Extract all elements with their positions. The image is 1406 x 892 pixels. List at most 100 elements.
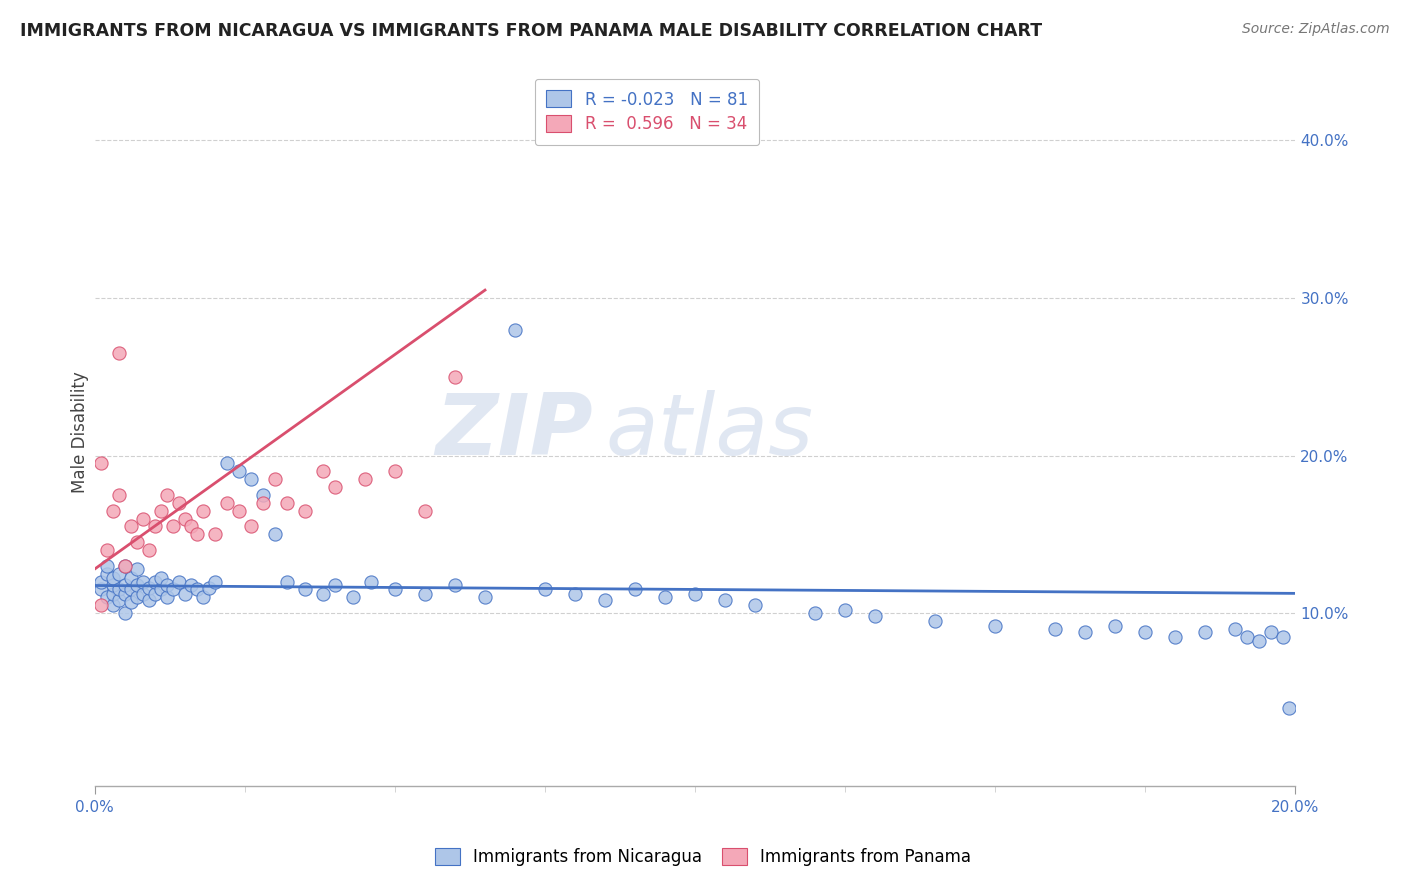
Point xyxy=(143,574,166,589)
Point xyxy=(239,472,262,486)
Point xyxy=(162,519,184,533)
Point xyxy=(834,603,856,617)
Point xyxy=(294,504,316,518)
Point xyxy=(114,558,136,573)
Point xyxy=(276,574,298,589)
Point xyxy=(312,587,335,601)
Point xyxy=(323,480,346,494)
Point xyxy=(276,496,298,510)
Point xyxy=(138,581,160,595)
Point xyxy=(360,574,382,589)
Point xyxy=(534,582,557,597)
Point xyxy=(413,504,436,518)
Legend: R = -0.023   N = 81, R =  0.596   N = 34: R = -0.023 N = 81, R = 0.596 N = 34 xyxy=(534,78,759,145)
Point xyxy=(654,591,676,605)
Point xyxy=(413,587,436,601)
Point xyxy=(228,464,250,478)
Text: IMMIGRANTS FROM NICARAGUA VS IMMIGRANTS FROM PANAMA MALE DISABILITY CORRELATION : IMMIGRANTS FROM NICARAGUA VS IMMIGRANTS … xyxy=(20,22,1042,40)
Point xyxy=(90,582,112,597)
Point xyxy=(108,346,131,360)
Point xyxy=(143,587,166,601)
Point xyxy=(90,598,112,612)
Point xyxy=(108,488,131,502)
Point xyxy=(108,593,131,607)
Point xyxy=(342,591,364,605)
Point xyxy=(101,598,124,612)
Text: atlas: atlas xyxy=(605,391,813,474)
Point xyxy=(138,593,160,607)
Point xyxy=(120,571,142,585)
Point xyxy=(198,581,221,595)
Point xyxy=(138,543,160,558)
Point xyxy=(114,578,136,592)
Point xyxy=(683,587,706,601)
Point xyxy=(149,504,172,518)
Point xyxy=(125,591,148,605)
Point xyxy=(191,504,214,518)
Point xyxy=(156,488,179,502)
Point xyxy=(180,519,202,533)
Point xyxy=(354,472,377,486)
Point xyxy=(120,582,142,597)
Point xyxy=(125,578,148,592)
Point xyxy=(114,558,136,573)
Point xyxy=(1045,622,1067,636)
Point xyxy=(474,591,496,605)
Point xyxy=(96,543,118,558)
Point xyxy=(132,587,155,601)
Point xyxy=(1194,624,1216,639)
Point xyxy=(264,527,287,541)
Point xyxy=(156,591,179,605)
Point xyxy=(252,488,274,502)
Point xyxy=(312,464,335,478)
Point xyxy=(180,578,202,592)
Point xyxy=(228,504,250,518)
Point xyxy=(143,519,166,533)
Point xyxy=(191,591,214,605)
Point xyxy=(624,582,647,597)
Point xyxy=(1135,624,1157,639)
Point xyxy=(149,571,172,585)
Point xyxy=(384,582,406,597)
Legend: Immigrants from Nicaragua, Immigrants from Panama: Immigrants from Nicaragua, Immigrants fr… xyxy=(422,834,984,880)
Point xyxy=(120,595,142,609)
Point xyxy=(294,582,316,597)
Point xyxy=(984,618,1007,632)
Point xyxy=(1164,630,1187,644)
Point xyxy=(1249,634,1271,648)
Point xyxy=(186,527,208,541)
Point xyxy=(1074,624,1097,639)
Point xyxy=(162,582,184,597)
Text: ZIP: ZIP xyxy=(436,391,593,474)
Point xyxy=(714,593,737,607)
Point xyxy=(101,571,124,585)
Point xyxy=(444,369,467,384)
Point xyxy=(239,519,262,533)
Point xyxy=(156,578,179,592)
Point xyxy=(215,496,238,510)
Point xyxy=(167,574,190,589)
Point xyxy=(1236,630,1258,644)
Point xyxy=(1272,630,1295,644)
Point xyxy=(132,574,155,589)
Point xyxy=(384,464,406,478)
Point xyxy=(1104,618,1126,632)
Point xyxy=(186,582,208,597)
Point xyxy=(204,527,226,541)
Point xyxy=(96,591,118,605)
Point xyxy=(101,587,124,601)
Point xyxy=(804,606,827,620)
Text: Source: ZipAtlas.com: Source: ZipAtlas.com xyxy=(1241,22,1389,37)
Point xyxy=(863,609,886,624)
Point xyxy=(593,593,616,607)
Point xyxy=(90,574,112,589)
Point xyxy=(1260,624,1282,639)
Point xyxy=(114,606,136,620)
Point xyxy=(173,511,195,525)
Point xyxy=(125,562,148,576)
Point xyxy=(1278,700,1301,714)
Point xyxy=(149,582,172,597)
Point xyxy=(744,598,766,612)
Point xyxy=(252,496,274,510)
Point xyxy=(90,457,112,471)
